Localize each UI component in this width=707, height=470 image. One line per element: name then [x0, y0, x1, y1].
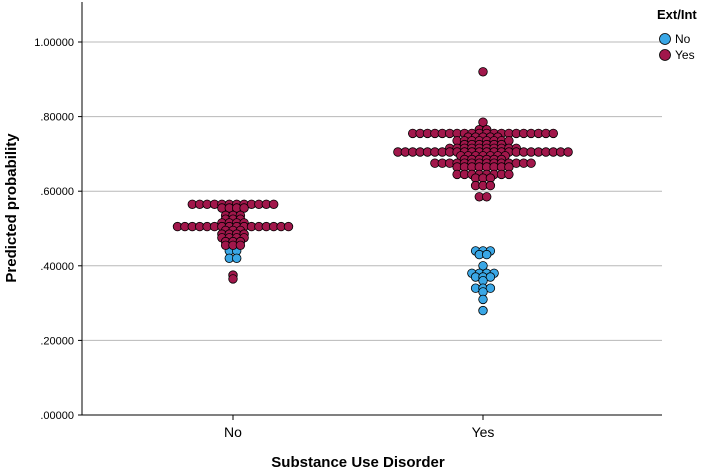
y-tick-label: .00000: [40, 410, 74, 422]
data-point-no: [231, 253, 242, 263]
x-axis-categories: No Yes: [224, 415, 494, 440]
data-point-yes: [235, 240, 246, 251]
data-point-yes: [478, 67, 488, 77]
y-tick-label: .20000: [40, 335, 74, 347]
y-axis-ticks: .00000 .20000 .40000 .60000 .80000 1.00000: [34, 37, 82, 422]
data-point-yes: [269, 199, 279, 210]
data-point-no: [482, 249, 492, 260]
x-tick-label: Yes: [472, 424, 495, 440]
data-point-yes: [283, 221, 294, 232]
legend-title: Ext/Int: [657, 7, 697, 22]
legend-marker-no: [659, 33, 671, 45]
data-point-yes: [504, 169, 514, 180]
data-point-no: [478, 305, 488, 316]
y-tick-label: .40000: [40, 261, 74, 273]
data-point-yes: [526, 158, 536, 168]
data-point-yes: [478, 117, 488, 127]
legend-items: No Yes: [659, 32, 695, 62]
data-point-yes: [482, 192, 492, 202]
x-tick-label: No: [224, 424, 242, 440]
gridlines: [82, 41, 662, 341]
y-axis-title: Predicted probability: [3, 133, 20, 283]
legend-label: Yes: [675, 48, 695, 62]
data-point-no: [485, 272, 496, 282]
x-axis-title: Substance Use Disorder: [271, 454, 445, 470]
legend-label: No: [675, 32, 691, 46]
data-point-yes: [228, 274, 238, 284]
y-tick-label: 1.00000: [34, 37, 74, 49]
legend: Ext/Int No Yes: [657, 7, 697, 62]
data-points: [172, 67, 573, 316]
data-point-yes: [563, 147, 573, 157]
data-point-no: [485, 283, 496, 293]
legend-marker-yes: [659, 49, 671, 61]
y-tick-label: .80000: [40, 112, 74, 124]
data-point-yes: [239, 203, 249, 213]
data-point-yes: [485, 180, 496, 191]
data-point-yes: [548, 128, 559, 139]
data-point-no: [478, 294, 488, 305]
y-tick-label: .60000: [40, 186, 74, 198]
data-point-no: [478, 261, 488, 271]
